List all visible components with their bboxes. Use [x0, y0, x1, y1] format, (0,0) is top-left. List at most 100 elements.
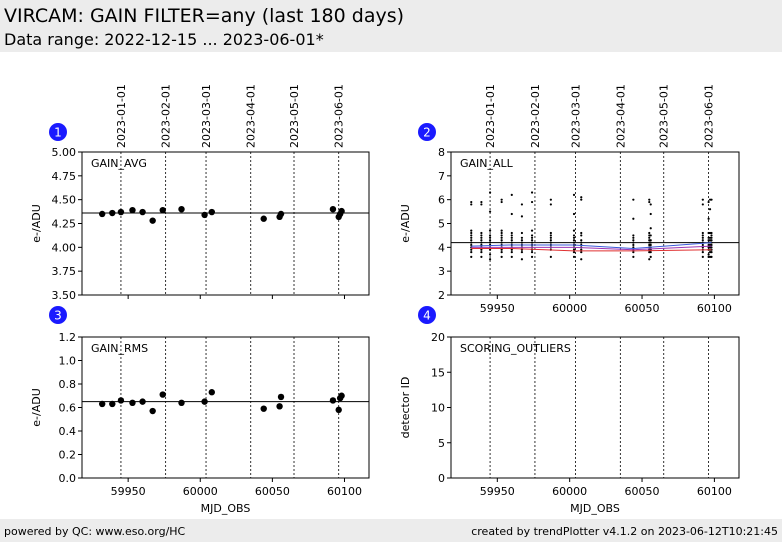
data-point [510, 239, 513, 242]
data-point [510, 231, 513, 235]
y-tick-label: 7 [438, 170, 445, 183]
data-point [572, 234, 576, 237]
data-point [701, 231, 704, 235]
data-point [632, 236, 635, 239]
footer-created-by: created by trendPlotter v4.1.2 on 2023-0… [471, 525, 778, 538]
data-point [335, 406, 342, 414]
data-point [338, 392, 345, 399]
data-point [701, 255, 704, 258]
data-point [139, 208, 146, 216]
data-point [500, 198, 503, 201]
data-point [260, 215, 267, 222]
data-point [480, 236, 483, 239]
panel-badge [418, 123, 436, 141]
data-point [580, 241, 583, 244]
data-point [470, 248, 473, 251]
x-tick-label: 59950 [480, 485, 515, 498]
data-point [260, 405, 267, 412]
y-tick-label: 4.50 [52, 194, 77, 207]
series-line-purple [471, 245, 712, 251]
x-tick-label: 59950 [111, 485, 146, 498]
data-point [488, 210, 492, 213]
data-point [701, 243, 704, 247]
data-point [580, 231, 583, 235]
data-point [129, 399, 136, 406]
data-point [510, 241, 513, 244]
data-point [710, 243, 713, 247]
data-point [500, 251, 503, 254]
data-point [276, 403, 283, 410]
data-point [707, 253, 710, 256]
series-line-blue [471, 242, 712, 250]
data-point [470, 251, 473, 254]
data-point [572, 236, 576, 239]
data-point [632, 243, 635, 247]
data-point [580, 251, 583, 254]
data-point [648, 236, 651, 239]
y-tick-label: 2 [438, 289, 445, 302]
data-point [701, 251, 704, 254]
series-line-red [471, 248, 712, 252]
data-point [500, 248, 503, 251]
y-tick-label: 5 [438, 218, 445, 231]
plot-frame [450, 151, 740, 296]
data-point [480, 251, 483, 254]
date-marker-label: 2023-06-01 [333, 84, 346, 148]
y-tick-label: 4.75 [52, 170, 77, 183]
data-point [549, 203, 552, 206]
data-point [707, 217, 710, 220]
footer-bar: powered by QC: www.eso.org/HC created by… [0, 519, 782, 542]
data-point [500, 255, 503, 258]
data-point [648, 231, 651, 235]
panel-badge-label: 3 [54, 309, 62, 323]
data-point [208, 389, 215, 396]
data-point [632, 234, 635, 237]
data-point [649, 251, 652, 254]
data-point [710, 234, 713, 237]
data-point [117, 397, 125, 404]
y-tick-label: 0.6 [59, 402, 77, 415]
data-point [572, 212, 576, 216]
data-point [580, 198, 583, 201]
data-point [710, 246, 713, 249]
date-marker-label: 2023-04-01 [245, 84, 258, 148]
data-point [580, 234, 583, 237]
data-point [572, 241, 576, 244]
x-axis-label: MJD_OBS [570, 502, 620, 515]
data-point [520, 236, 524, 239]
data-point [488, 236, 492, 239]
y-tick-label: 1.0 [59, 355, 77, 368]
data-point [159, 391, 166, 398]
y-axis-label: e-/ADU [30, 204, 43, 243]
data-point [632, 251, 635, 254]
data-point [480, 255, 483, 258]
data-point [500, 236, 503, 239]
data-point [632, 241, 635, 244]
x-tick-label: 60000 [183, 485, 218, 498]
data-point [510, 236, 513, 239]
data-point [549, 198, 552, 201]
panel-badge [49, 306, 67, 324]
data-point [488, 239, 492, 242]
panel-badge-label: 1 [54, 126, 62, 140]
data-point [549, 234, 552, 237]
data-point [549, 241, 552, 244]
data-point [649, 227, 652, 230]
data-point [632, 198, 635, 201]
x-tick-label: 60100 [697, 485, 732, 498]
data-point [580, 239, 583, 242]
y-axis-label: detector ID [399, 377, 412, 439]
data-point [480, 203, 483, 206]
data-point [500, 241, 503, 244]
y-axis-label: e-/ADU [30, 388, 43, 427]
data-point [707, 200, 710, 204]
data-point [572, 248, 576, 251]
data-point [648, 258, 651, 261]
data-point [701, 236, 704, 239]
data-point [701, 234, 704, 237]
date-marker-label: 2023-05-01 [658, 84, 671, 148]
data-point [480, 239, 483, 242]
plot-frame [81, 336, 370, 479]
data-point [129, 206, 136, 214]
